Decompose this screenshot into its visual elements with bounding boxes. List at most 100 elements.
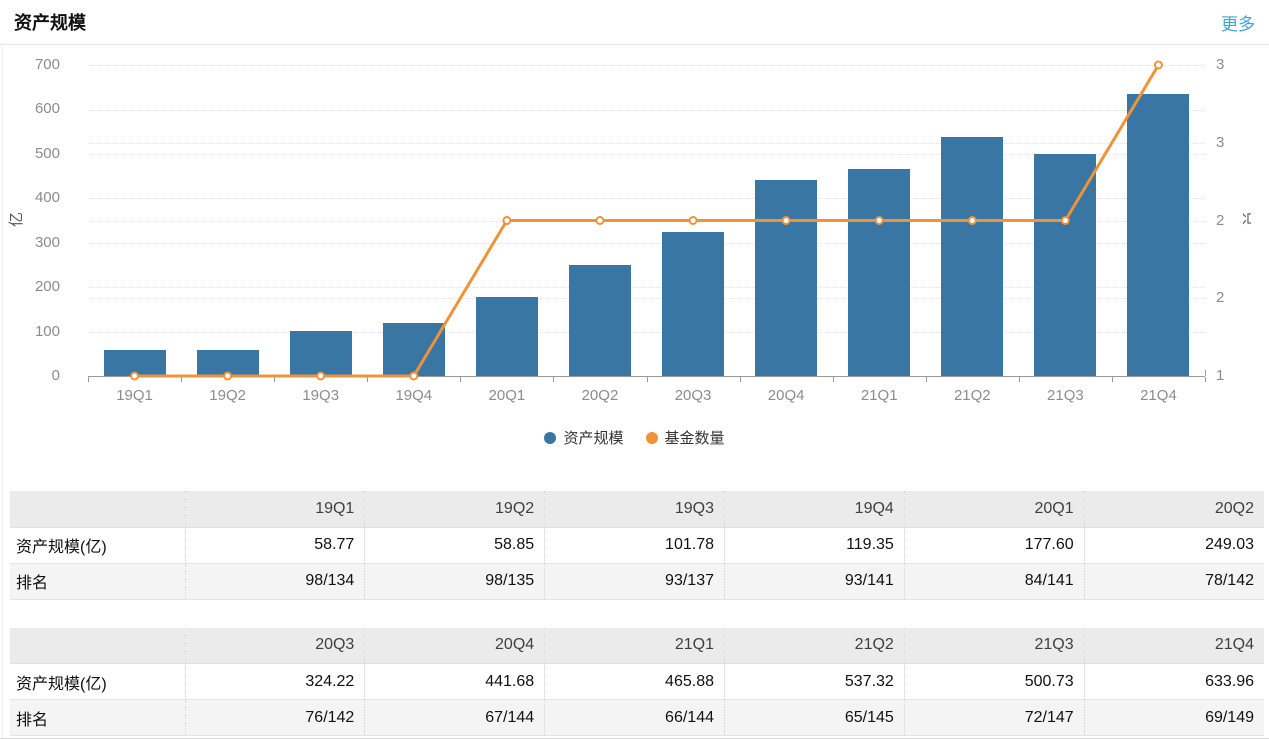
x-axis-label-21Q2: 21Q2 xyxy=(953,387,991,404)
column-header-21Q2: 21Q2 xyxy=(723,627,905,664)
bar-20Q3 xyxy=(662,231,725,376)
cell-21Q1: 465.88 xyxy=(544,663,725,700)
cell-21Q2: 537.32 xyxy=(723,663,905,700)
column-header-20Q2: 20Q2 xyxy=(1083,491,1264,528)
header-empty-cell xyxy=(10,627,185,664)
x-axis-label-19Q1: 19Q1 xyxy=(116,387,153,404)
x-axis-label-20Q1: 20Q1 xyxy=(488,387,526,404)
bar-20Q2 xyxy=(568,265,631,376)
cell-19Q4: 119.35 xyxy=(723,527,905,564)
left-axis-tick-label: 300 xyxy=(34,233,60,251)
line-marker-20Q1 xyxy=(502,216,512,225)
x-axis-label-19Q2: 19Q2 xyxy=(209,387,246,404)
x-axis-tick xyxy=(1111,377,1113,382)
quarter-table-2: 20Q3 20Q4 21Q1 21Q2 21Q3 21Q4 资产规模(亿) 324.22 441… xyxy=(10,627,1264,736)
x-axis-tick xyxy=(88,377,89,382)
line-marker-19Q4 xyxy=(409,371,419,381)
cell-20Q2: 78/142 xyxy=(1083,563,1264,600)
gridline xyxy=(88,153,1205,155)
cell-20Q1: 177.60 xyxy=(903,527,1085,564)
cell-21Q3: 72/147 xyxy=(903,699,1085,736)
cell-20Q3: 76/142 xyxy=(184,699,365,736)
right-axis-tick-label: 3 xyxy=(1216,133,1225,151)
legend-dot xyxy=(544,431,557,444)
gridline xyxy=(88,109,1205,111)
panel-left-border xyxy=(2,46,3,739)
asset-scale-chart: 0100200300400500600700亿33221只19Q119Q219Q… xyxy=(0,45,1269,459)
x-axis-label-21Q1: 21Q1 xyxy=(860,387,898,404)
line-marker-20Q2 xyxy=(595,216,605,225)
table-row-rank: 排名 76/142 67/144 66/144 65/145 72/147 69/149 xyxy=(10,699,1264,736)
line-marker-20Q3 xyxy=(688,216,698,225)
right-axis-tick-label: 2 xyxy=(1216,289,1225,307)
line-marker-21Q2 xyxy=(967,216,977,225)
gridline xyxy=(88,198,1205,200)
cell-21Q1: 66/144 xyxy=(544,699,725,736)
x-axis-tick xyxy=(1205,377,1206,382)
bar-20Q1 xyxy=(475,297,538,376)
cell-19Q1: 58.77 xyxy=(184,527,365,564)
line-marker-19Q1 xyxy=(130,371,140,381)
legend-item-fund-count[interactable]: 基金数量 xyxy=(645,427,725,448)
bar-19Q4 xyxy=(382,322,445,376)
x-axis-end-tick xyxy=(1205,370,1206,376)
x-axis-tick xyxy=(925,377,927,382)
cell-19Q2: 58.85 xyxy=(364,527,545,564)
gridline xyxy=(88,242,1205,244)
x-axis-label-19Q3: 19Q3 xyxy=(302,387,340,404)
left-axis-tick-label: 600 xyxy=(34,100,60,118)
column-header-21Q4: 21Q4 xyxy=(1083,627,1264,664)
panel-header: 资产规模 更多 xyxy=(0,0,1269,45)
x-axis-tick xyxy=(1018,377,1020,382)
column-header-20Q1: 20Q1 xyxy=(903,491,1085,528)
bar-21Q3 xyxy=(1034,153,1097,376)
bar-21Q1 xyxy=(848,169,911,376)
header-empty-cell xyxy=(10,491,185,528)
chart-legend: 资产规模 基金数量 xyxy=(0,427,1269,448)
x-axis-label-20Q4: 20Q4 xyxy=(767,387,805,404)
x-axis-tick xyxy=(739,377,741,382)
column-header-21Q3: 21Q3 xyxy=(903,627,1085,664)
left-axis-tick-label: 500 xyxy=(34,144,60,162)
table-row-rank: 排名 98/134 98/135 93/137 93/141 84/141 78/142 xyxy=(10,563,1264,600)
bar-20Q4 xyxy=(755,179,818,376)
gridline xyxy=(88,287,1205,289)
legend-item-asset-scale[interactable]: 资产规模 xyxy=(544,427,624,448)
cell-20Q4: 67/144 xyxy=(364,699,545,736)
x-axis-tick xyxy=(832,377,834,382)
cell-20Q1: 84/141 xyxy=(903,563,1085,600)
x-axis-label-20Q3: 20Q3 xyxy=(674,387,712,404)
x-axis-label-20Q2: 20Q2 xyxy=(581,387,619,404)
line-marker-19Q2 xyxy=(223,371,233,381)
column-header-21Q1: 21Q1 xyxy=(544,627,725,664)
line-marker-20Q4 xyxy=(781,216,791,225)
x-axis-tick xyxy=(367,377,369,382)
gridline xyxy=(88,142,1205,144)
cell-21Q2: 65/145 xyxy=(723,699,905,736)
column-header-20Q4: 20Q4 xyxy=(364,627,545,664)
gridline xyxy=(88,331,1205,333)
table-header-row: 20Q3 20Q4 21Q1 21Q2 21Q3 21Q4 xyxy=(10,627,1264,664)
table-row-asset-scale: 资产规模(亿) 58.77 58.85 101.78 119.35 177.60 249.0… xyxy=(10,527,1264,564)
bar-21Q2 xyxy=(941,137,1004,376)
cell-19Q3: 93/137 xyxy=(544,563,725,600)
left-axis-tick-label: 400 xyxy=(34,189,60,207)
right-axis-tick-label: 3 xyxy=(1216,56,1225,73)
column-header-20Q3: 20Q3 xyxy=(184,627,365,664)
quarter-table-1: 19Q1 19Q2 19Q3 19Q4 20Q1 20Q2 资产规模(亿) 58.77 58.8… xyxy=(10,491,1264,600)
cell-21Q4: 633.96 xyxy=(1083,663,1264,700)
more-link[interactable]: 更多 xyxy=(1221,14,1255,34)
x-axis-label-21Q4: 21Q4 xyxy=(1140,387,1177,404)
left-axis-tick-label: 700 xyxy=(34,56,60,73)
row-label: 资产规模(亿) xyxy=(10,527,185,564)
left-axis-tick-label: 0 xyxy=(51,367,60,384)
page-title: 资产规模 xyxy=(14,13,86,33)
column-header-19Q3: 19Q3 xyxy=(544,491,725,528)
x-axis-tick xyxy=(460,377,462,382)
cell-21Q4: 69/149 xyxy=(1083,699,1264,736)
legend-label: 基金数量 xyxy=(664,430,725,447)
row-label: 排名 xyxy=(10,699,185,736)
cell-20Q2: 249.03 xyxy=(1083,527,1264,564)
line-path xyxy=(134,64,1160,378)
row-label: 排名 xyxy=(10,563,185,600)
